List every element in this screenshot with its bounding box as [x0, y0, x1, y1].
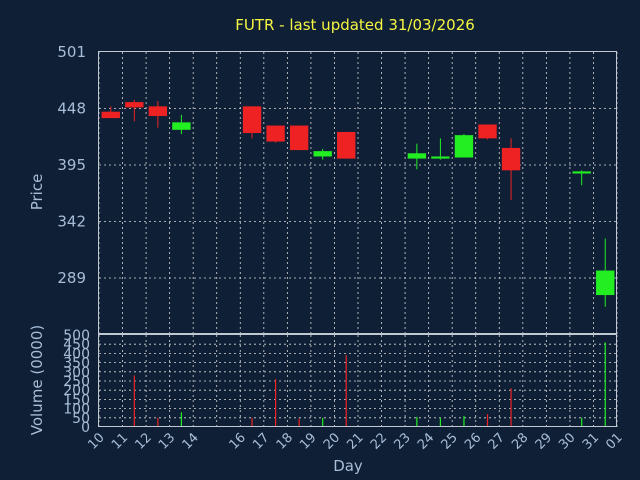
candle-body [431, 156, 450, 159]
price-candles [101, 99, 615, 307]
candle-body [313, 151, 332, 157]
volume-plot-frame [98, 334, 617, 427]
volume-gridlines [98, 335, 618, 427]
candle-body [337, 131, 356, 159]
volume-tick-label: 100 [63, 402, 90, 418]
day-tick-label: 19 [297, 430, 319, 452]
volume-tick-label: 0 [81, 420, 90, 436]
volume-tick-label: 50 [72, 411, 90, 427]
day-tick-label: 31 [580, 430, 602, 452]
day-tick-label: 17 [250, 430, 272, 452]
day-tick-label: 30 [556, 430, 578, 452]
volume-tick-label: 500 [63, 328, 90, 344]
candle-body [289, 125, 309, 151]
day-tick-label: 14 [180, 430, 202, 452]
volume-tick-label: 300 [63, 365, 90, 381]
candle-body [172, 122, 191, 130]
day-tick-label: 22 [368, 430, 390, 452]
day-tick-label: 16 [227, 430, 249, 452]
price-tick-label: 395 [57, 156, 86, 174]
candle-body [407, 153, 427, 159]
day-tick-label: 20 [321, 430, 343, 452]
day-axis-label: Day [333, 457, 363, 475]
day-tick-label: 28 [509, 430, 531, 452]
price-axis-label: Price [28, 174, 46, 211]
candle-body [596, 270, 615, 296]
candle-body [125, 102, 144, 108]
candle-body [148, 106, 168, 116]
day-tick-label: 27 [486, 430, 508, 452]
day-tick-label: 29 [533, 430, 555, 452]
day-tick-label: 21 [344, 430, 366, 452]
day-tick-label: 13 [156, 430, 178, 452]
volume-tick-label: 450 [63, 337, 90, 353]
volume-tick-label: 350 [63, 356, 90, 372]
price-plot-frame [98, 51, 617, 334]
volume-tick-label: 250 [63, 374, 90, 390]
candle-body [501, 147, 521, 171]
day-tick-label: 25 [439, 430, 461, 452]
day-tick-label: 01 [603, 430, 625, 452]
volume-bars [133, 342, 606, 427]
day-tick-label: 18 [274, 430, 296, 452]
candle-body [242, 106, 262, 134]
price-tick-label: 342 [57, 213, 86, 231]
price-tick-label: 448 [57, 100, 86, 118]
day-tick-label: 12 [132, 430, 154, 452]
candle-body [478, 124, 497, 139]
price-tick-label: 501 [57, 43, 86, 61]
day-tick-label: 24 [415, 430, 437, 452]
volume-tick-label: 200 [63, 383, 90, 399]
candle-body [454, 135, 474, 158]
price-gridlines [98, 52, 618, 334]
candle-body [266, 125, 285, 142]
chart-title: FUTR - last updated 31/03/2026 [235, 16, 475, 34]
candle-body [572, 171, 591, 174]
volume-tick-label: 400 [63, 346, 90, 362]
day-tick-label: 23 [391, 430, 413, 452]
volume-tick-label: 150 [63, 392, 90, 408]
day-tick-label: 11 [109, 430, 131, 452]
day-axis-ticks: 10 11 12 13 14 16 17 18 19 20 21 22 23 24 25 26 27 28 29 30… [85, 430, 625, 452]
day-tick-label: 26 [462, 430, 484, 452]
price-axis-ticks: 501 448 395 342 289 [57, 43, 86, 287]
volume-axis-label: Volume (0000) [28, 325, 46, 435]
candle-body [101, 111, 120, 119]
price-tick-label: 289 [57, 269, 86, 287]
